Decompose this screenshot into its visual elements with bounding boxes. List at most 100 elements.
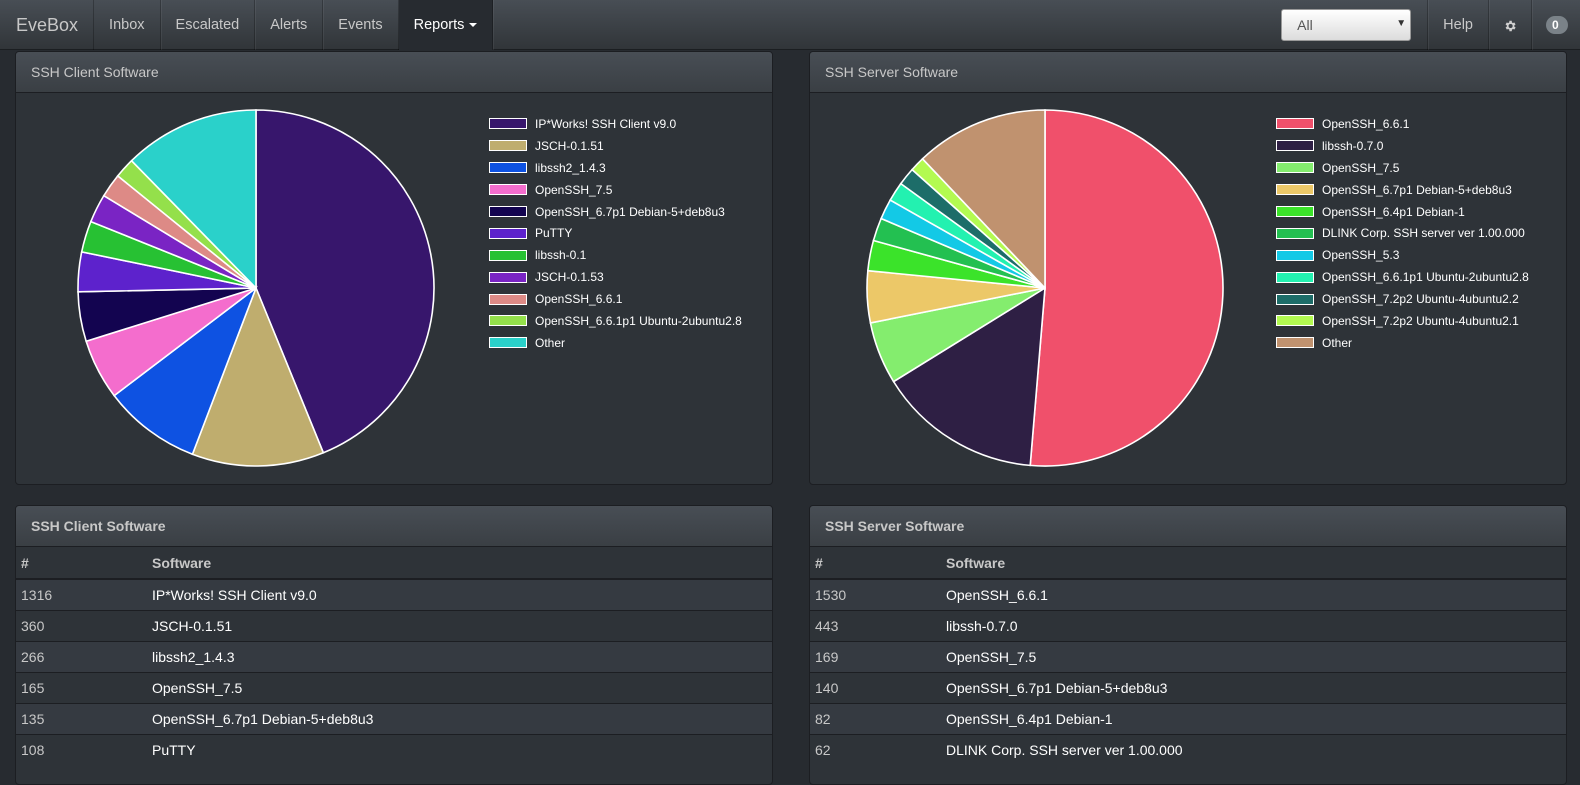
settings-button[interactable] — [1488, 0, 1531, 50]
legend-item[interactable]: libssh-0.1 — [489, 244, 742, 266]
legend-item[interactable]: Other — [1276, 332, 1529, 354]
nav-inbox[interactable]: Inbox — [94, 0, 161, 50]
notification-badge-item[interactable]: 0 — [1531, 0, 1580, 50]
nav-alerts[interactable]: Alerts — [255, 0, 324, 50]
count-cell: 169 — [810, 641, 941, 673]
pie-slice-0[interactable] — [255, 109, 435, 454]
legend-swatch — [489, 227, 527, 239]
legend-swatch — [1276, 184, 1314, 196]
legend-swatch — [489, 184, 527, 196]
server-table-panel: SSH Server Software # Software 1530 OpenS… — [809, 505, 1567, 785]
legend-label: libssh-0.7.0 — [1322, 138, 1384, 153]
server-chart-panel: SSH Server Software OpenSSH_6.6.1 libssh-… — [809, 51, 1567, 485]
legend-label: JSCH-0.1.53 — [535, 270, 604, 285]
nav-escalated[interactable]: Escalated — [161, 0, 256, 50]
software-cell[interactable]: OpenSSH_6.7p1 Debian-5+deb8u3 — [147, 703, 772, 735]
table-row[interactable]: 62 DLINK Corp. SSH server ver 1.00.000 — [810, 734, 1566, 765]
software-cell[interactable]: PuTTY — [147, 734, 772, 765]
nav-events[interactable]: Events — [323, 0, 399, 50]
legend-swatch — [489, 293, 527, 305]
software-cell[interactable]: OpenSSH_6.7p1 Debian-5+deb8u3 — [941, 672, 1566, 704]
count-cell: 1530 — [810, 578, 941, 611]
legend-item[interactable]: DLINK Corp. SSH server ver 1.00.000 — [1276, 222, 1529, 244]
legend-item[interactable]: OpenSSH_7.2p2 Ubuntu-4ubuntu2.1 — [1276, 310, 1529, 332]
software-column-header[interactable]: Software — [941, 547, 1566, 580]
legend-item[interactable]: OpenSSH_6.6.1 — [1276, 113, 1529, 135]
legend-label: OpenSSH_7.2p2 Ubuntu-4ubuntu2.1 — [1322, 313, 1519, 328]
legend-swatch — [489, 118, 527, 130]
legend-item[interactable]: OpenSSH_6.6.1 — [489, 288, 742, 310]
table-row[interactable]: 360 JSCH-0.1.51 — [16, 610, 772, 642]
count-cell: 140 — [810, 672, 941, 704]
client-chart-title: SSH Client Software — [16, 52, 772, 93]
pie-slice-0[interactable] — [1029, 109, 1224, 467]
software-cell[interactable]: OpenSSH_6.6.1 — [941, 578, 1566, 611]
pie-slice-2[interactable] — [113, 285, 258, 456]
count-cell: 443 — [810, 610, 941, 642]
brand-link[interactable]: EveBox — [0, 0, 95, 50]
pie-slice-10[interactable] — [130, 109, 257, 290]
table-row[interactable]: 165 OpenSSH_7.5 — [16, 672, 772, 704]
server-table-title: SSH Server Software — [810, 506, 1566, 547]
software-column-header[interactable]: Software — [147, 547, 772, 580]
legend-label: OpenSSH_7.5 — [1322, 160, 1400, 175]
legend-item[interactable]: JSCH-0.1.51 — [489, 135, 742, 157]
help-link[interactable]: Help — [1427, 0, 1488, 50]
software-cell[interactable]: JSCH-0.1.51 — [147, 610, 772, 642]
server-chart-legend: OpenSSH_6.6.1 libssh-0.7.0 OpenSSH_7.5 Open… — [1276, 113, 1529, 354]
legend-swatch — [489, 337, 527, 349]
table-row[interactable]: 108 PuTTY — [16, 734, 772, 765]
legend-item[interactable]: OpenSSH_6.6.1p1 Ubuntu-2ubuntu2.8 — [489, 310, 742, 332]
table-row[interactable]: 443 libssh-0.7.0 — [810, 610, 1566, 642]
count-column-header[interactable]: # — [16, 547, 147, 580]
table-row[interactable]: 266 libssh2_1.4.3 — [16, 641, 772, 673]
table-row[interactable]: 1316 IP*Works! SSH Client v9.0 — [16, 578, 772, 611]
legend-label: OpenSSH_6.6.1 — [1322, 116, 1410, 131]
software-cell[interactable]: OpenSSH_6.4p1 Debian-1 — [941, 703, 1566, 735]
software-cell[interactable]: OpenSSH_7.5 — [147, 672, 772, 704]
legend-item[interactable]: OpenSSH_6.6.1p1 Ubuntu-2ubuntu2.8 — [1276, 266, 1529, 288]
legend-item[interactable]: OpenSSH_6.7p1 Debian-5+deb8u3 — [1276, 179, 1529, 201]
legend-item[interactable]: JSCH-0.1.53 — [489, 266, 742, 288]
count-column-header[interactable]: # — [810, 547, 941, 580]
nav-left: EveBox Inbox Escalated Alerts Events Rep… — [0, 0, 494, 50]
legend-swatch — [1276, 227, 1314, 239]
count-cell: 1316 — [16, 578, 147, 611]
legend-item[interactable]: OpenSSH_6.4p1 Debian-1 — [1276, 201, 1529, 223]
client-chart-panel: SSH Client Software IP*Works! SSH Client… — [15, 51, 773, 485]
legend-item[interactable]: OpenSSH_7.2p2 Ubuntu-4ubuntu2.2 — [1276, 288, 1529, 310]
legend-item[interactable]: OpenSSH_7.5 — [489, 179, 742, 201]
legend-label: libssh2_1.4.3 — [535, 160, 606, 175]
table-row[interactable]: 82 OpenSSH_6.4p1 Debian-1 — [810, 703, 1566, 735]
legend-swatch — [1276, 271, 1314, 283]
legend-swatch — [1276, 293, 1314, 305]
legend-item[interactable]: OpenSSH_7.5 — [1276, 157, 1529, 179]
software-cell[interactable]: libssh-0.7.0 — [941, 610, 1566, 642]
table-row[interactable]: 169 OpenSSH_7.5 — [810, 641, 1566, 673]
client-table-title: SSH Client Software — [16, 506, 772, 547]
pie-slice-1[interactable] — [191, 285, 325, 467]
legend-item[interactable]: libssh-0.7.0 — [1276, 135, 1529, 157]
legend-item[interactable]: libssh2_1.4.3 — [489, 157, 742, 179]
software-cell[interactable]: IP*Works! SSH Client v9.0 — [147, 578, 772, 611]
legend-label: OpenSSH_7.2p2 Ubuntu-4ubuntu2.2 — [1322, 292, 1519, 307]
legend-item[interactable]: OpenSSH_5.3 — [1276, 244, 1529, 266]
legend-label: OpenSSH_6.6.1 — [535, 292, 623, 307]
legend-label: OpenSSH_6.7p1 Debian-5+deb8u3 — [1322, 182, 1512, 197]
table-row[interactable]: 135 OpenSSH_6.7p1 Debian-5+deb8u3 — [16, 703, 772, 735]
nav-reports-dropdown[interactable]: Reports — [398, 0, 494, 50]
legend-item[interactable]: PuTTY — [489, 222, 742, 244]
software-cell[interactable]: DLINK Corp. SSH server ver 1.00.000 — [941, 734, 1566, 765]
table-row[interactable]: 140 OpenSSH_6.7p1 Debian-5+deb8u3 — [810, 672, 1566, 704]
software-cell[interactable]: libssh2_1.4.3 — [147, 641, 772, 673]
time-range-select[interactable]: All ▼ — [1281, 9, 1412, 41]
legend-item[interactable]: Other — [489, 332, 742, 354]
pie-slice-1[interactable] — [892, 286, 1046, 467]
legend-swatch — [489, 271, 527, 283]
pie-slice-10[interactable] — [921, 109, 1046, 291]
gear-icon — [1505, 20, 1516, 32]
software-cell[interactable]: OpenSSH_7.5 — [941, 641, 1566, 673]
legend-item[interactable]: IP*Works! SSH Client v9.0 — [489, 113, 742, 135]
table-row[interactable]: 1530 OpenSSH_6.6.1 — [810, 578, 1566, 611]
legend-item[interactable]: OpenSSH_6.7p1 Debian-5+deb8u3 — [489, 201, 742, 223]
